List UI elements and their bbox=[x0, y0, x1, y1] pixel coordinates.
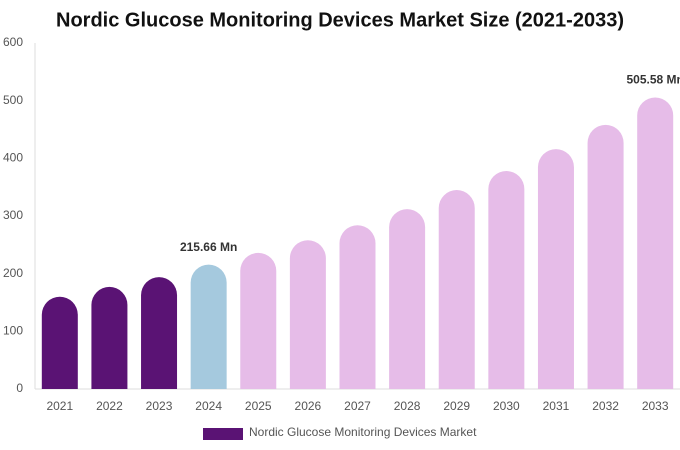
bar bbox=[190, 264, 227, 389]
x-tick-label: 2032 bbox=[592, 399, 619, 413]
y-tick-label: 100 bbox=[3, 324, 23, 338]
chart-title: Nordic Glucose Monitoring Devices Market… bbox=[56, 9, 624, 31]
y-tick-label: 500 bbox=[3, 93, 23, 107]
bar bbox=[488, 171, 525, 389]
x-tick-label: 2028 bbox=[394, 399, 421, 413]
y-tick-label: 0 bbox=[16, 381, 23, 395]
x-tick-label: 2030 bbox=[493, 399, 520, 413]
bar bbox=[91, 286, 128, 389]
bar bbox=[41, 296, 78, 389]
value-label: 215.66 Mn bbox=[180, 240, 237, 254]
x-tick-label: 2026 bbox=[295, 399, 322, 413]
x-tick-label: 2022 bbox=[96, 399, 123, 413]
x-tick-label: 2025 bbox=[245, 399, 272, 413]
value-label: 505.58 Mn bbox=[627, 73, 680, 87]
y-tick-label: 400 bbox=[3, 151, 23, 165]
bar bbox=[637, 97, 674, 390]
y-tick-label: 200 bbox=[3, 266, 23, 280]
x-tick-label: 2024 bbox=[195, 399, 222, 413]
bar bbox=[438, 190, 475, 389]
bar bbox=[240, 252, 277, 389]
x-tick-label: 2027 bbox=[344, 399, 371, 413]
bar bbox=[389, 209, 426, 389]
bar bbox=[141, 277, 178, 389]
bar bbox=[537, 149, 574, 389]
x-tick-label: 2031 bbox=[543, 399, 570, 413]
bar bbox=[587, 124, 624, 390]
x-tick-label: 2033 bbox=[642, 399, 669, 413]
x-tick-label: 2023 bbox=[146, 399, 173, 413]
y-tick-label: 300 bbox=[3, 208, 23, 222]
x-tick-label: 2029 bbox=[443, 399, 470, 413]
bar bbox=[339, 225, 376, 389]
y-tick-label: 600 bbox=[3, 35, 23, 49]
legend-swatch bbox=[203, 428, 243, 440]
legend-label: Nordic Glucose Monitoring Devices Market bbox=[249, 425, 477, 439]
bar bbox=[289, 240, 326, 389]
x-tick-label: 2021 bbox=[46, 399, 73, 413]
